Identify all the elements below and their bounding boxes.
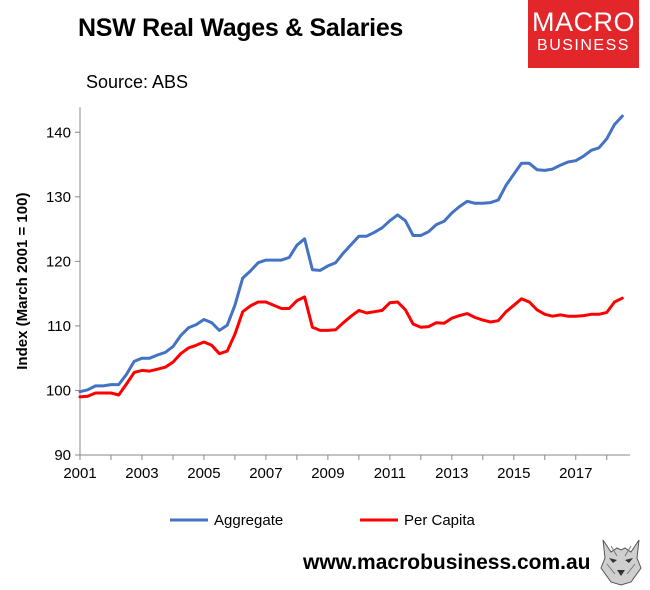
chart-legend: Aggregate Per Capita bbox=[170, 512, 476, 529]
y-tick-label: 90 bbox=[54, 447, 71, 464]
x-tick-label: 2013 bbox=[435, 465, 468, 482]
x-tick-label: 2017 bbox=[559, 465, 592, 482]
macrobusiness-logo: MACRO BUSINESS bbox=[528, 0, 639, 68]
chart-axes: 90 100 110 120 130 140 2001 2003 2005 2007 2009 201… bbox=[46, 107, 630, 482]
source-note: Source: ABS bbox=[86, 72, 189, 92]
x-tick-label: 2009 bbox=[311, 465, 344, 482]
series-line-aggregate bbox=[78, 114, 624, 394]
chart-series bbox=[78, 114, 624, 399]
y-tick-label: 110 bbox=[47, 318, 71, 335]
chart-title: NSW Real Wages & Salaries bbox=[78, 14, 404, 42]
series-line-per-capita bbox=[78, 295, 624, 399]
y-tick-label: 120 bbox=[46, 253, 71, 270]
logo-line-2: BUSINESS bbox=[537, 37, 630, 54]
logo-line-1: MACRO bbox=[532, 7, 635, 37]
x-tick-label: 2007 bbox=[249, 465, 282, 482]
x-tick-label: 2001 bbox=[63, 465, 96, 482]
x-tick-label: 2003 bbox=[125, 465, 158, 482]
x-tick-label: 2015 bbox=[497, 465, 530, 482]
wolf-mascot-icon bbox=[597, 534, 645, 586]
legend-label: Per Capita bbox=[404, 512, 476, 529]
x-tick-label: 2005 bbox=[187, 465, 220, 482]
y-tick-label: 100 bbox=[46, 382, 71, 399]
footer-url: www.macrobusiness.com.au bbox=[303, 551, 591, 574]
x-tick-label: 2011 bbox=[374, 465, 406, 482]
y-tick-label: 130 bbox=[46, 189, 71, 206]
legend-label: Aggregate bbox=[214, 512, 283, 529]
y-axis-label: Index (March 2001 = 100) bbox=[14, 193, 31, 370]
y-tick-label: 140 bbox=[46, 124, 71, 141]
